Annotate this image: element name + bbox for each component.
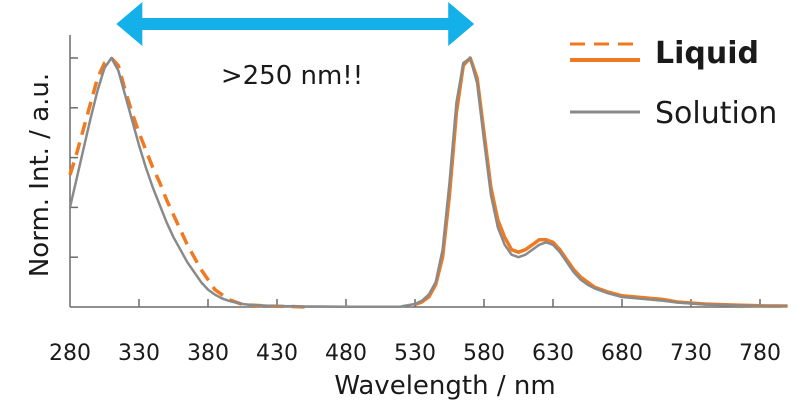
x-tick-label-330: 330 (118, 341, 160, 366)
x-tick-label-730: 730 (670, 341, 712, 366)
series-liquid-excitation-line (68, 56, 305, 309)
x-axis-label: Wavelength / nm (334, 371, 555, 401)
x-tick-label-680: 680 (601, 341, 643, 366)
annotation-label: >250 nm!! (221, 61, 363, 91)
y-ticks (70, 57, 78, 258)
y-axis-label: Norm. Int. / a.u. (25, 73, 55, 277)
x-tick-label-380: 380 (187, 341, 229, 366)
legend-item-liquid: Liquid (570, 36, 759, 71)
x-tick-label-780: 780 (739, 341, 781, 366)
series-solution-emission-line (400, 56, 788, 308)
legend-label-solution: Solution (655, 96, 777, 131)
x-tick-label-630: 630 (532, 341, 574, 366)
double-arrow-icon (116, 2, 475, 46)
legend-label-liquid: Liquid (655, 36, 759, 71)
legend: Liquid Solution (570, 36, 777, 131)
x-tick-label-480: 480 (325, 341, 367, 366)
series-solution-excitation-line (68, 56, 402, 309)
series-layer (68, 56, 788, 309)
x-tick-label-280: 280 (49, 341, 91, 366)
range-annotation: >250 nm!! (116, 2, 475, 91)
legend-item-solution: Solution (570, 96, 777, 131)
x-tick-label-530: 530 (394, 341, 436, 366)
x-tick-label-580: 580 (463, 341, 505, 366)
x-tick-labels: 280 330 380 430 480 530 580 630 680 730 780 (49, 341, 781, 366)
x-tick-label-430: 430 (256, 341, 298, 366)
